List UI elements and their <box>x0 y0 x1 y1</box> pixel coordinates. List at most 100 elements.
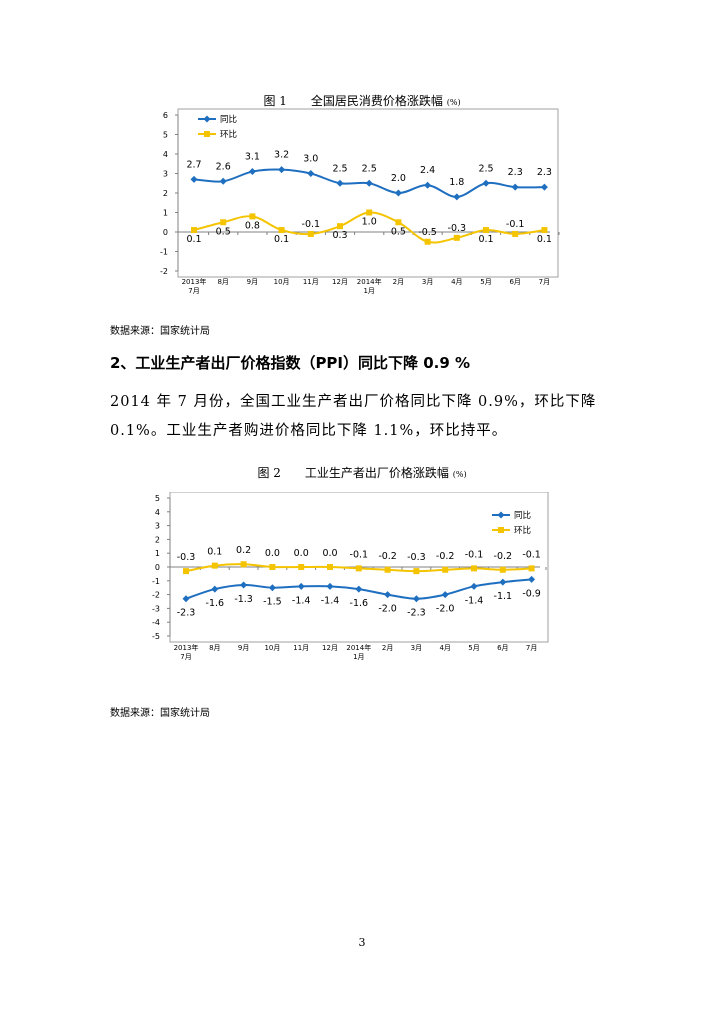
data-label: -1.1 <box>494 591 513 602</box>
x-tick-label: 9月 <box>247 278 258 286</box>
data-label: -1.4 <box>321 595 340 606</box>
x-tick-label: 2月 <box>393 278 404 286</box>
data-label: 2.7 <box>186 159 201 170</box>
legend-label: 环比 <box>220 129 237 140</box>
data-label: 2.5 <box>478 163 493 174</box>
data-label: 3.1 <box>245 152 260 163</box>
data-label: 3.2 <box>274 150 289 161</box>
legend-marker <box>498 527 504 533</box>
x-tick-label: 1月 <box>353 653 364 661</box>
data-label: -2.0 <box>436 604 455 615</box>
y-tick-label: 0 <box>163 228 168 237</box>
data-point <box>499 578 507 586</box>
data-point <box>336 179 344 187</box>
x-tick-label: 9月 <box>238 644 249 652</box>
data-label: -1.4 <box>292 595 311 606</box>
x-tick-label: 7月 <box>539 278 550 286</box>
data-label: -0.9 <box>522 588 541 599</box>
data-label: -2.3 <box>177 608 196 619</box>
data-label: 0.8 <box>245 220 260 231</box>
y-tick-label: 5 <box>155 494 160 503</box>
data-point <box>307 170 315 177</box>
data-point <box>499 566 506 573</box>
data-point <box>412 595 420 603</box>
x-tick-label: 12月 <box>332 278 348 286</box>
data-point <box>470 582 478 590</box>
data-label: 2.0 <box>391 173 406 184</box>
x-tick-label: 4月 <box>439 644 450 652</box>
data-point <box>540 183 548 191</box>
data-point <box>191 227 197 234</box>
data-point <box>528 565 535 572</box>
legend-label: 同比 <box>514 510 531 521</box>
x-tick-label: 7月 <box>180 653 191 661</box>
y-tick-label: -2 <box>160 267 168 276</box>
legend-label: 同比 <box>220 114 237 125</box>
data-point <box>453 193 461 201</box>
y-tick-label: -4 <box>152 618 160 627</box>
data-label: -0.2 <box>494 551 513 562</box>
data-label: 2.4 <box>420 165 435 176</box>
data-label: -1.6 <box>350 598 369 609</box>
data-point <box>211 562 218 569</box>
y-tick-label: 3 <box>155 522 160 531</box>
data-point <box>220 219 227 226</box>
data-label: 2.5 <box>332 163 347 174</box>
x-tick-label: 5月 <box>480 278 491 286</box>
data-point <box>424 238 431 245</box>
figure1-title: 图 1 全国居民消费价格涨跌幅 (%) <box>0 92 724 109</box>
section-paragraph: 2014 年 7 月份，全国工业生产者出厂价格同比下降 0.9%，环比下降 0.… <box>110 394 597 439</box>
data-point <box>528 575 536 583</box>
x-tick-label: 12月 <box>322 644 338 652</box>
data-point <box>337 223 343 230</box>
data-point <box>307 230 314 237</box>
data-label: 0.0 <box>265 548 280 559</box>
data-point <box>441 591 449 599</box>
data-point <box>413 568 420 575</box>
x-tick-label: 8月 <box>217 278 228 286</box>
data-point <box>355 585 363 593</box>
x-tick-label: 2013年 <box>182 277 207 286</box>
data-label: 1.0 <box>362 217 377 228</box>
data-point <box>442 566 449 573</box>
data-point <box>240 581 248 589</box>
data-point <box>471 565 477 572</box>
data-label: -0.3 <box>177 552 196 563</box>
data-label: 3.0 <box>303 154 318 165</box>
data-point <box>298 564 305 570</box>
data-label: 0.1 <box>207 547 222 558</box>
data-point <box>269 564 276 570</box>
section-heading: 2、工业生产者出厂价格指数（PPI）同比下降 0.9 % <box>110 354 471 372</box>
figure2-title: 图 2 工业生产者出厂价格涨跌幅 (%) <box>0 464 724 481</box>
data-label: -0.5 <box>418 227 437 238</box>
y-tick-label: 6 <box>163 111 168 120</box>
data-point <box>278 227 285 234</box>
data-point <box>482 179 490 187</box>
data-label: 0.5 <box>216 226 231 237</box>
data-point <box>248 168 256 176</box>
data-label: 0.2 <box>236 545 251 556</box>
y-tick-label: -1 <box>152 577 160 586</box>
data-label: -0.2 <box>378 551 397 562</box>
data-label: 0.1 <box>537 234 552 245</box>
x-tick-label: 6月 <box>509 278 520 286</box>
data-point <box>541 227 548 234</box>
x-tick-label: 2月 <box>382 644 393 652</box>
y-tick-label: -1 <box>160 248 168 257</box>
data-point <box>355 565 362 572</box>
page-number: 3 <box>358 936 366 949</box>
x-tick-label: 2014年 <box>357 277 382 286</box>
figure2-source: 数据来源：国家统计局 <box>110 708 210 719</box>
y-tick-label: 0 <box>155 563 160 572</box>
figure2-unit: (%) <box>452 470 467 479</box>
x-tick-label: 4月 <box>451 278 462 286</box>
x-tick-label: 2013年 <box>174 643 199 652</box>
y-tick-label: 2 <box>155 535 160 544</box>
x-tick-label: 10月 <box>274 278 290 286</box>
x-tick-label: 7月 <box>188 287 199 295</box>
data-point <box>394 189 402 197</box>
x-tick-label: 10月 <box>264 644 280 652</box>
data-point <box>182 595 190 603</box>
